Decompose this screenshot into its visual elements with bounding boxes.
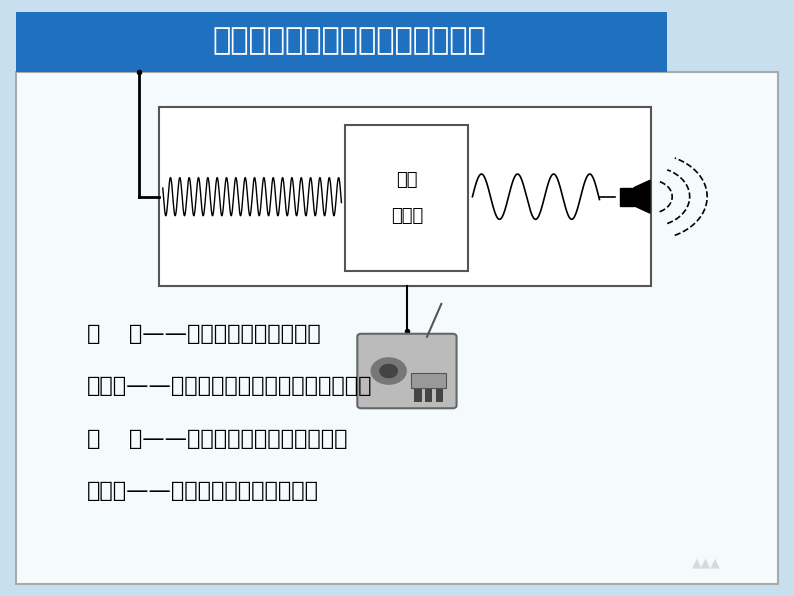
FancyBboxPatch shape — [16, 72, 778, 584]
Polygon shape — [380, 365, 397, 377]
Text: 和解调: 和解调 — [391, 207, 423, 225]
Text: 选台: 选台 — [396, 171, 418, 190]
FancyBboxPatch shape — [16, 12, 667, 72]
FancyBboxPatch shape — [426, 389, 433, 402]
Polygon shape — [620, 188, 634, 206]
FancyBboxPatch shape — [345, 125, 468, 271]
FancyBboxPatch shape — [436, 389, 443, 402]
Polygon shape — [634, 181, 650, 213]
Text: 扬声器——将音频电信号转换成声音: 扬声器——将音频电信号转换成声音 — [87, 481, 319, 501]
FancyBboxPatch shape — [159, 107, 651, 286]
FancyBboxPatch shape — [414, 389, 422, 402]
FancyBboxPatch shape — [411, 373, 446, 388]
Text: ▲▲▲: ▲▲▲ — [692, 557, 721, 570]
Polygon shape — [372, 358, 406, 384]
Text: 天    线——接收各种各样的电磁波: 天 线——接收各种各样的电磁波 — [87, 324, 321, 344]
Text: 调谐器——选择需要电台的载波信号（解调）: 调谐器——选择需要电台的载波信号（解调） — [87, 376, 373, 396]
Text: 一、无线电广播信号的发射和接收: 一、无线电广播信号的发射和接收 — [213, 26, 486, 55]
FancyBboxPatch shape — [357, 334, 457, 408]
Text: 解    调——从载波信号中复原音频信号: 解 调——从载波信号中复原音频信号 — [87, 429, 348, 449]
